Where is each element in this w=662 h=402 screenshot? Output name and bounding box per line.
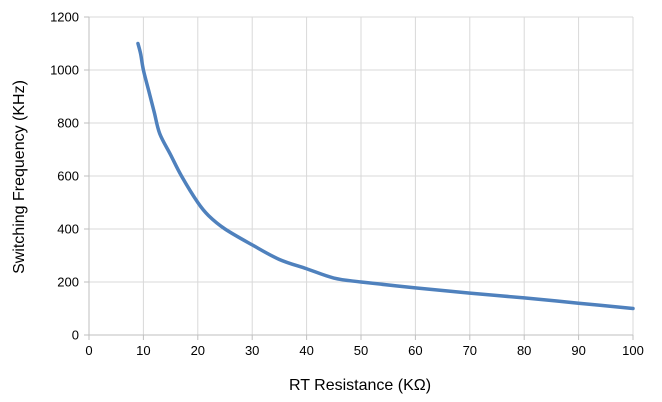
series [136, 41, 635, 311]
x-tick-label: 50 [354, 343, 368, 358]
x-tick-label: 10 [136, 343, 150, 358]
y-axis-title: Switching Frequency (KHz) [11, 80, 28, 274]
y-tick-label: 200 [57, 275, 79, 290]
y-tick-label: 1000 [50, 63, 79, 78]
x-tick-label: 80 [517, 343, 531, 358]
x-tick-label: 20 [191, 343, 205, 358]
x-tick-label: 30 [245, 343, 259, 358]
y-tick-label: 600 [57, 169, 79, 184]
x-tick-labels: 0 10 20 30 40 50 60 70 80 90 100 [85, 343, 643, 358]
series-line [136, 41, 635, 311]
y-tick-labels: 0 200 400 600 800 1000 1200 [50, 10, 79, 343]
y-tick-label: 1200 [50, 10, 79, 25]
y-tick-label: 800 [57, 116, 79, 131]
y-tick-label: 400 [57, 222, 79, 237]
axes [84, 16, 634, 340]
x-tick-label: 100 [622, 343, 644, 358]
x-axis-title: RT Resistance (KΩ) [289, 377, 431, 394]
x-tick-label: 40 [299, 343, 313, 358]
grid [89, 16, 634, 335]
x-tick-label: 90 [571, 343, 585, 358]
x-tick-label: 0 [85, 343, 92, 358]
x-tick-label: 70 [463, 343, 477, 358]
x-tick-label: 60 [408, 343, 422, 358]
y-tick-label: 0 [72, 328, 79, 343]
